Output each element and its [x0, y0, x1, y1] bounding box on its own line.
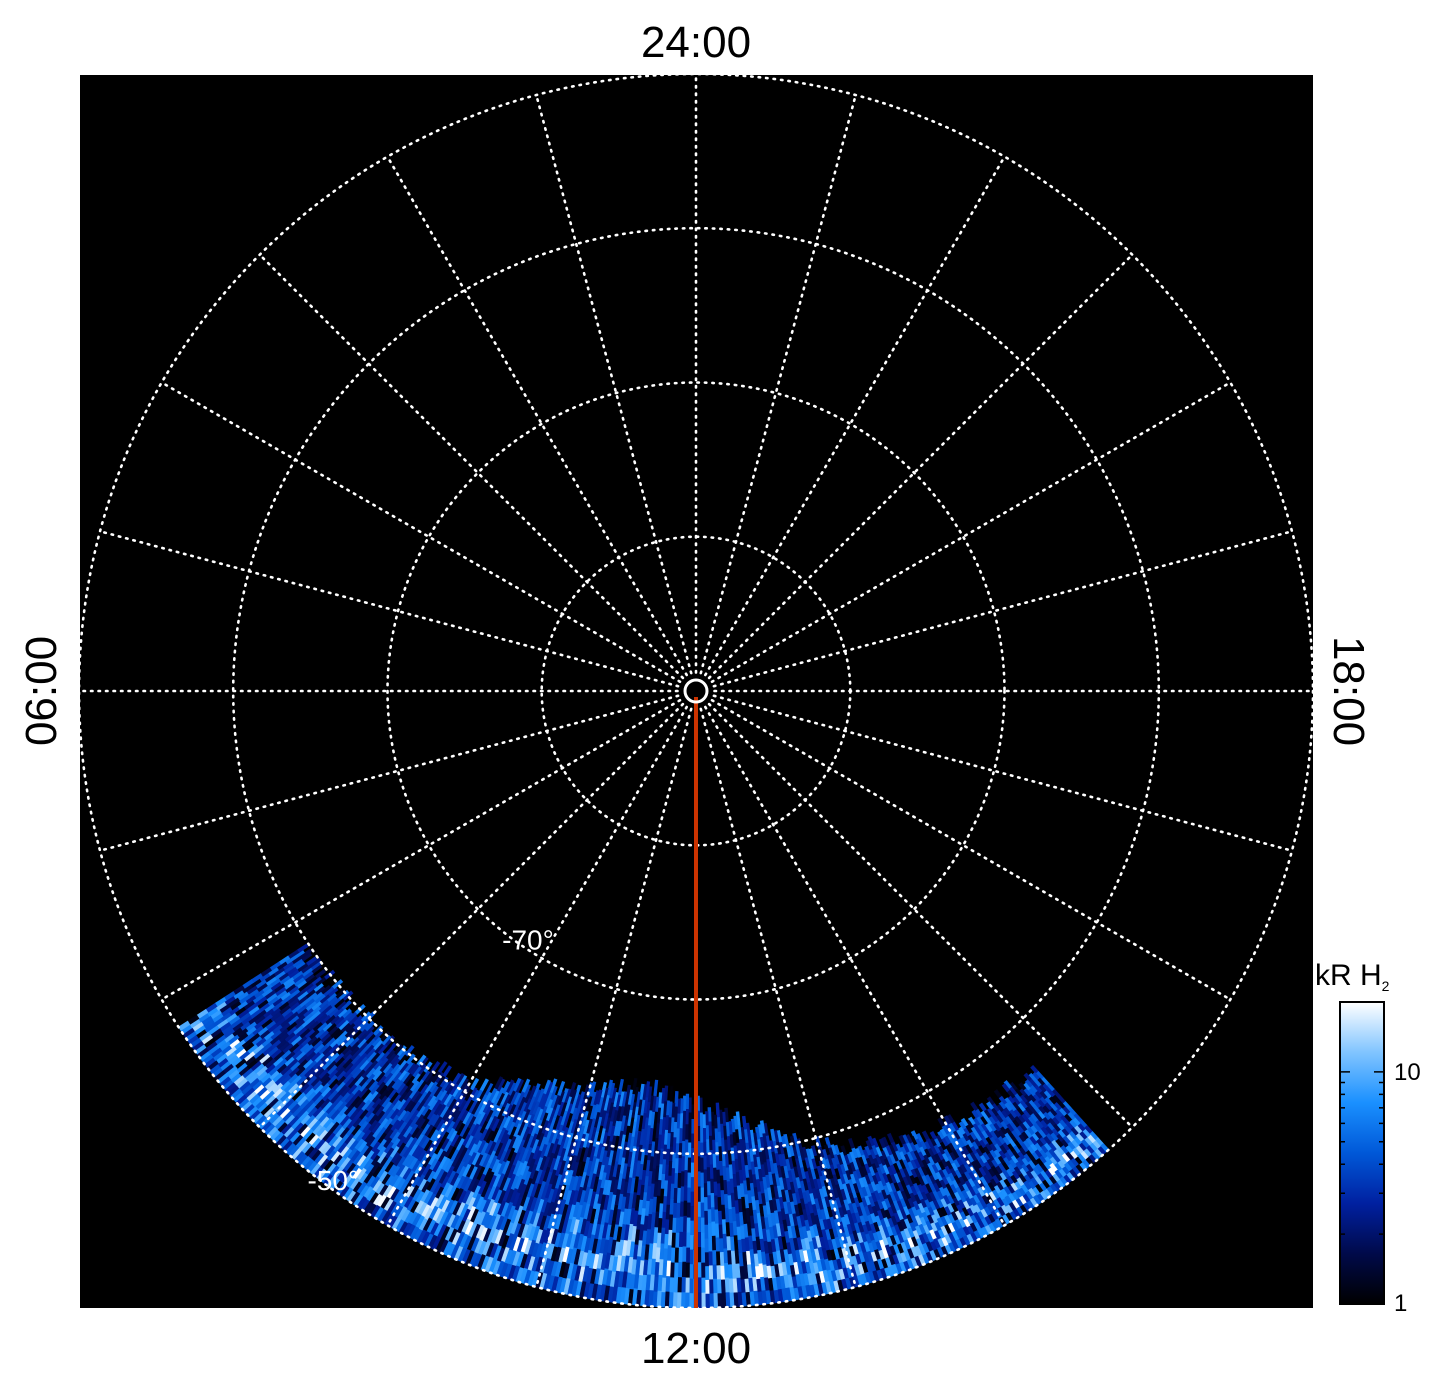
emission-bin [690, 1162, 695, 1178]
emission-bin [712, 1264, 718, 1280]
emission-bin [689, 1206, 694, 1222]
emission-bin [706, 1181, 711, 1197]
emission-bin [688, 1293, 694, 1308]
emission-bin [689, 1220, 694, 1236]
emission-bin [704, 1252, 709, 1267]
emission-bin [685, 1232, 691, 1249]
emission-bin [704, 1238, 709, 1254]
emission-bin [708, 1279, 714, 1295]
emission-layer [178, 943, 1110, 1308]
emission-bin [686, 1202, 691, 1219]
emission-bin [690, 1147, 695, 1164]
emission-bin [699, 1187, 705, 1204]
emission-bin [711, 1235, 717, 1251]
emission-bin [700, 1232, 705, 1249]
emission-bin [703, 1197, 708, 1212]
emission-bin [699, 1172, 704, 1189]
emission-bin [699, 1112, 704, 1129]
emission-bin [686, 1172, 691, 1189]
colorbar-bar [1339, 1001, 1385, 1305]
emission-bin [707, 1251, 713, 1267]
emission-bin [707, 1223, 712, 1238]
emission-bin [680, 1292, 686, 1308]
emission-bin [700, 1202, 705, 1219]
latitude-label: -50° [307, 1165, 359, 1196]
emission-bin [716, 1279, 722, 1295]
emission-bin [708, 1293, 714, 1308]
emission-bin [702, 1169, 708, 1184]
emission-bin [700, 1247, 706, 1264]
emission-bin [674, 1090, 679, 1108]
emission-bin [688, 1278, 694, 1294]
emission-bin [703, 1183, 708, 1198]
emission-bin [681, 1246, 687, 1263]
latitude-label: -70° [502, 925, 554, 956]
emission-bin [685, 1247, 691, 1264]
emission-bin [706, 1167, 711, 1183]
emission-bin [700, 1217, 705, 1234]
emission-bin [689, 1235, 694, 1251]
lt-label-bottom: 12:00 [641, 1324, 751, 1373]
emission-bin [690, 1177, 695, 1193]
emission-bin [715, 1265, 722, 1281]
emission-bin [700, 1262, 706, 1279]
emission-bin [711, 1250, 717, 1266]
emission-bin [689, 1191, 695, 1207]
emission-bin [703, 1210, 709, 1226]
emission-bin [700, 1292, 706, 1308]
emission-bin [703, 1224, 709, 1240]
lt-label-left: 06:00 [17, 636, 66, 746]
emission-bin [684, 1277, 690, 1294]
emission-bin [699, 1157, 704, 1174]
emission-bin [684, 1292, 690, 1308]
emission-bin [702, 1155, 707, 1171]
emission-bin [690, 1104, 695, 1120]
emission-bin [712, 1292, 719, 1308]
emission-bin [690, 1119, 695, 1135]
emission-bin [699, 1142, 704, 1159]
emission-bin [705, 1153, 710, 1168]
emission-bin [699, 1127, 704, 1144]
emission-bin [700, 1277, 706, 1294]
emission-bin [704, 1279, 710, 1295]
colorbar-title-main: kR H [1315, 959, 1382, 992]
emission-bin [704, 1293, 710, 1308]
emission-bin [689, 1249, 694, 1265]
colorbar-title-subscript: 2 [1382, 978, 1390, 994]
emission-bin [712, 1278, 718, 1294]
emission-bin [696, 1292, 702, 1308]
emission-bin [699, 1097, 703, 1114]
emission-bin [702, 1128, 707, 1143]
emission-bin [707, 1209, 712, 1225]
emission-bin [689, 1264, 694, 1280]
lt-label-top: 24:00 [641, 18, 751, 67]
emission-bin [706, 1195, 712, 1211]
colorbar-tick-label-1: 1 [1394, 1290, 1407, 1317]
emission-bin [685, 1217, 691, 1234]
lt-label-right: 18:00 [1324, 636, 1373, 746]
emission-bin [710, 1221, 716, 1237]
emission-bin [685, 1262, 690, 1279]
emission-bin [708, 1265, 714, 1281]
emission-bin [707, 1237, 713, 1253]
colorbar-title: kR H2 [1315, 959, 1390, 994]
colorbar: kR H2 1 10 [1315, 959, 1421, 1317]
colorbar-tick-label-10: 10 [1394, 1059, 1421, 1086]
emission-bin [704, 1266, 710, 1281]
